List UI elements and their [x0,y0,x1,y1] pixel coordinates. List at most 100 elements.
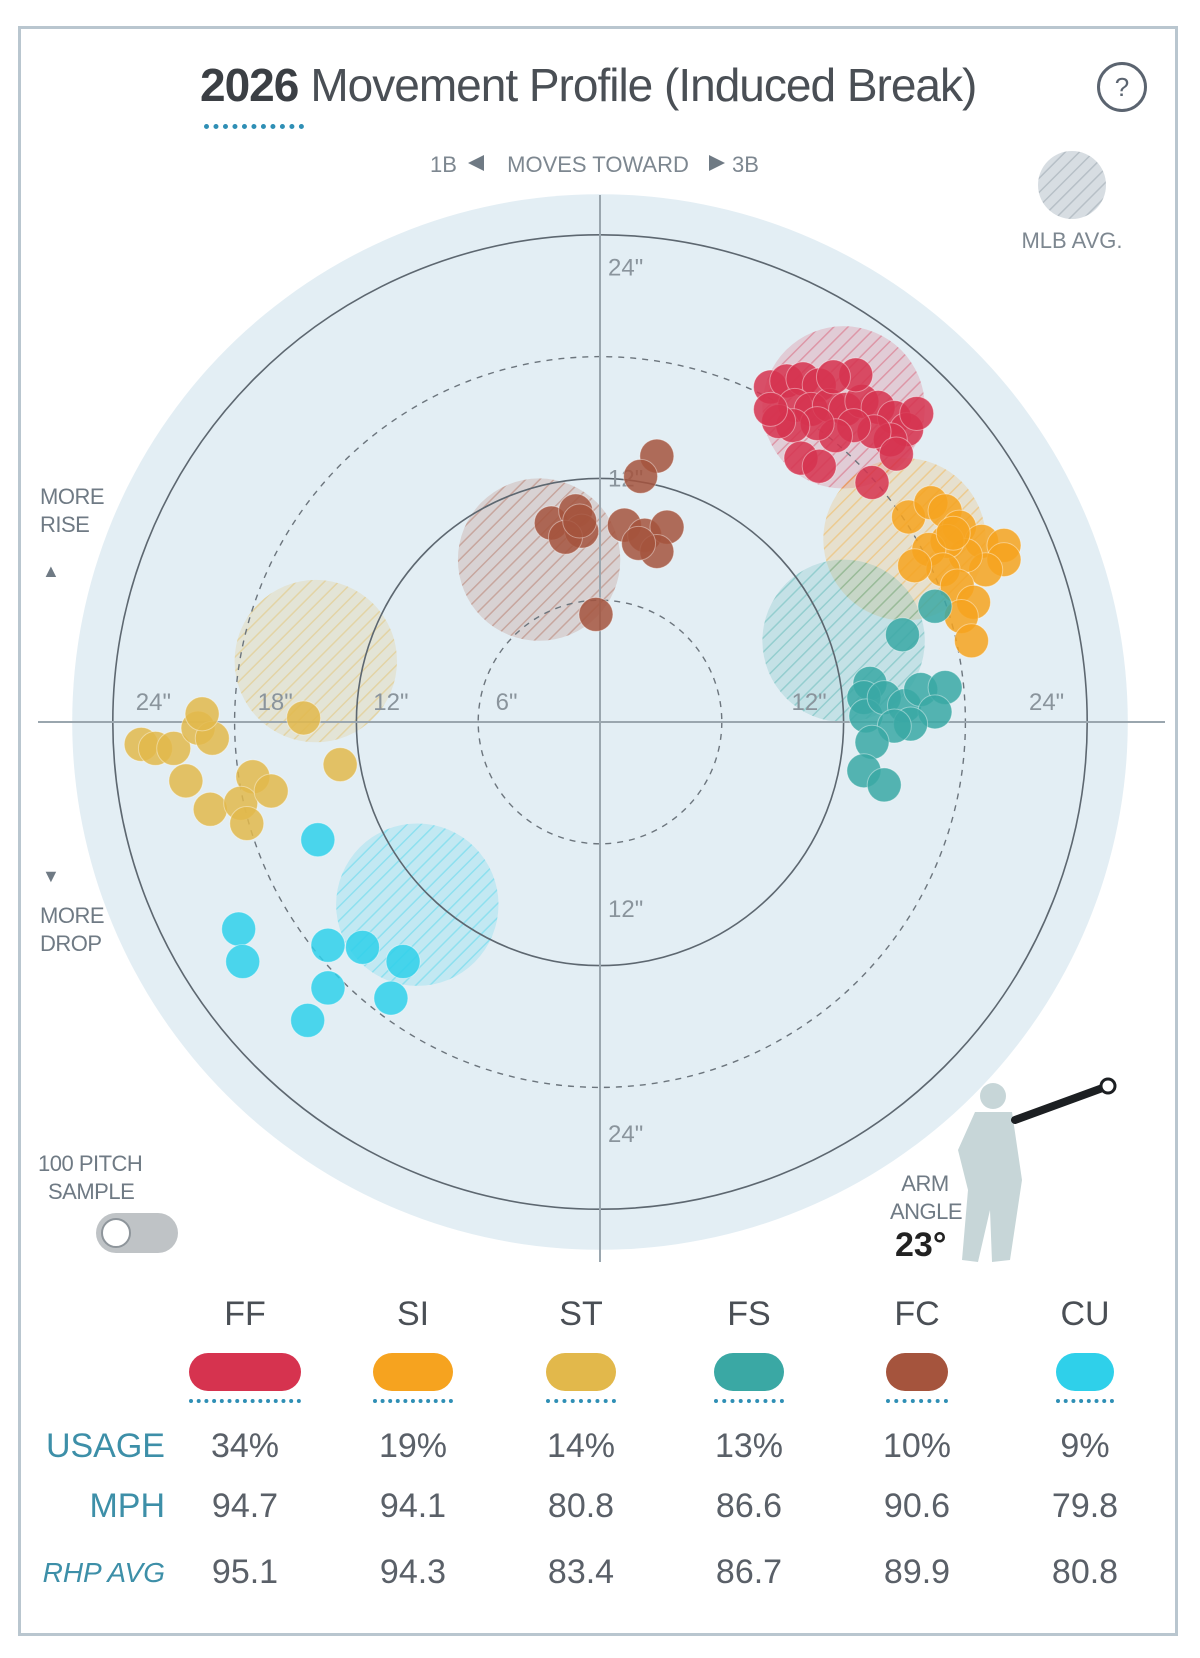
point-st [192,791,228,827]
pitch-swatch-underline [714,1399,784,1403]
point-cu [344,929,380,965]
movement-profile-card [18,26,1178,1636]
mlb-avg-swatch [1038,151,1106,219]
point-st [156,730,192,766]
pitch-swatch-underline [886,1399,948,1403]
chart-grid [38,195,1165,1262]
point-cu [221,911,257,947]
sample-label: 100 PITCH SAMPLE [38,1150,143,1206]
mph-value-st: 80.8 [547,1487,615,1525]
title-underline [204,124,304,129]
point-cu [373,980,409,1016]
moves-toward-label: MOVES TOWARD [507,152,689,177]
point-fc [621,525,657,561]
title-year: 2026 [200,59,299,111]
tick-label-v: 12" [608,896,643,923]
row-label-usage: USAGE [45,1427,165,1465]
point-ff [854,464,890,500]
arm-angle-line2: ANGLE [890,1199,963,1224]
toggle-knob [101,1218,131,1248]
more-drop-label: MORE DROP [40,902,105,958]
usage-value-ff: 34% [210,1427,280,1465]
ball-icon [1099,1077,1117,1095]
point-ff [815,359,851,395]
pitch-code-cu: CU [1060,1295,1110,1333]
rhp-avg-value-st: 83.4 [547,1553,615,1591]
tick-label-v: 24" [608,254,643,281]
sample-toggle[interactable] [96,1213,178,1253]
point-fc [562,503,598,539]
pitch-code-si: SI [396,1295,430,1333]
arm-angle-label: ARM ANGLE [890,1170,963,1226]
rhp-avg-value-fc: 89.9 [883,1553,951,1591]
row-label-mph: MPH [89,1487,165,1525]
sample-line1: 100 PITCH [38,1151,143,1176]
point-cu [290,1002,326,1038]
up-arrow-icon: ▲ [42,561,60,581]
point-cu [300,822,336,858]
point-st [253,773,289,809]
point-fs [917,588,953,624]
point-st [168,763,204,799]
usage-value-si: 19% [378,1427,448,1465]
pitch-code-fs: FS [727,1295,771,1333]
usage-value-fc: 10% [882,1427,952,1465]
point-cu [385,944,421,980]
left-arrow-icon [468,155,484,171]
point-st [229,806,265,841]
pitch-swatch-underline [189,1399,301,1403]
point-cu [310,970,346,1006]
point-fc [578,596,614,632]
pitch-code-fc: FC [894,1295,940,1333]
arm-angle-line [1011,1082,1112,1124]
mph-value-fs: 86.6 [715,1487,783,1525]
pitch-code-ff: FF [224,1295,266,1333]
pitch-swatch-underline [373,1399,453,1403]
mph-value-ff: 94.7 [211,1487,279,1525]
mph-value-si: 94.1 [379,1487,447,1525]
more-drop-line2: DROP [40,931,102,956]
point-st [184,696,220,732]
tick-label-h: 12" [373,689,408,716]
mph-value-fc: 90.6 [883,1487,951,1525]
point-fc [623,458,659,494]
point-ff [878,436,914,472]
more-drop-line1: MORE [40,903,105,928]
mlb-avg-label: MLB AVG. [1021,228,1122,253]
point-ff [899,395,935,431]
title-text: Movement Profile (Induced Break) [310,59,977,111]
usage-value-st: 14% [546,1427,616,1465]
moves-toward-1b: 1B [430,152,457,177]
pitch-swatch-st [546,1353,616,1391]
point-ff [753,391,789,427]
right-arrow-icon [709,155,725,171]
tick-label-h: 6" [496,689,518,716]
rhp-avg-value-ff: 95.1 [211,1553,279,1591]
tick-label-v: 24" [608,1121,643,1148]
point-si [897,548,933,584]
point-ff [801,448,837,484]
arm-angle-line1: ARM [901,1171,949,1196]
point-si [935,515,971,551]
pitcher-figure-icon [958,1077,1117,1262]
pitch-swatch-fc [886,1353,948,1391]
point-st [286,700,322,736]
mph-value-cu: 79.8 [1051,1487,1119,1525]
tick-label-h: 18" [258,689,293,716]
rhp-avg-value-si: 94.3 [379,1553,447,1591]
pitch-swatch-fs [714,1353,784,1391]
sample-line2: SAMPLE [48,1179,135,1204]
help-icon[interactable]: ? [1097,62,1147,112]
chart-title: 2026 Movement Profile (Induced Break) [200,58,977,112]
tick-label-h: 24" [1029,689,1064,716]
point-fs [866,767,902,803]
usage-value-cu: 9% [1060,1427,1110,1465]
pitch-points [123,357,1022,1038]
rhp-avg-value-fs: 86.7 [715,1553,783,1591]
more-rise-label: MORE RISE [40,483,105,539]
point-si [953,623,989,659]
tick-label-h: 24" [136,689,171,716]
pitch-swatch-ff [189,1353,301,1391]
rhp-avg-value-cu: 80.8 [1051,1553,1119,1591]
